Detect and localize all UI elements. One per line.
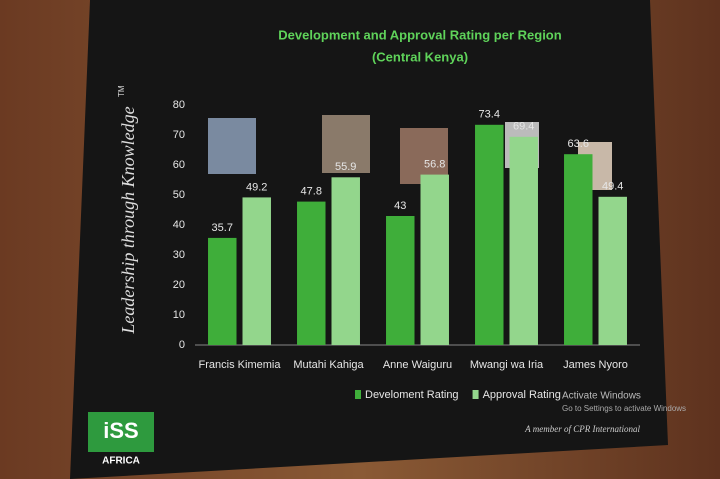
logo: iSS <box>103 418 138 443</box>
logo-sub: AFRICA <box>102 456 140 467</box>
x-tick-label: Mutahi Kahiga <box>293 359 364 371</box>
data-label: 49.4 <box>602 181 623 193</box>
tagline: Leadership through Knowledge <box>118 106 138 334</box>
bar <box>475 124 504 345</box>
y-tick-label: 40 <box>173 219 185 231</box>
bar <box>208 237 237 345</box>
trademark: TM <box>117 85 126 97</box>
y-tick-label: 0 <box>179 339 185 351</box>
y-tick-label: 60 <box>173 159 185 171</box>
data-label: 56.8 <box>424 159 445 171</box>
bar <box>509 136 538 345</box>
bar <box>420 174 449 345</box>
bar <box>297 201 326 345</box>
legend-label: Approval Rating <box>483 389 561 401</box>
data-label: 55.9 <box>335 161 356 173</box>
y-tick-label: 50 <box>173 189 185 201</box>
legend-swatch <box>355 390 361 399</box>
bar <box>598 196 627 345</box>
bar <box>242 197 271 345</box>
y-tick-label: 80 <box>173 99 185 111</box>
data-label: 49.2 <box>246 181 267 193</box>
activate-title: Activate Windows <box>562 391 641 402</box>
bar <box>386 216 415 345</box>
logo-box <box>88 412 154 452</box>
y-tick-label: 20 <box>173 279 185 291</box>
data-label: 73.4 <box>479 109 500 121</box>
x-tick-label: Mwangi wa Iria <box>470 359 544 371</box>
y-tick-label: 10 <box>173 309 185 321</box>
activate-text: Go to Settings to activate Windows <box>562 404 686 413</box>
member: A member of CPR International <box>524 424 640 434</box>
photo <box>208 118 256 174</box>
legend-label: Develoment Rating <box>365 389 459 401</box>
bar <box>331 177 360 345</box>
data-label: 47.8 <box>301 186 322 198</box>
data-label: 35.7 <box>212 222 233 234</box>
bar <box>564 154 593 345</box>
chart-title: Development and Approval Rating per Regi… <box>278 27 561 42</box>
photo <box>322 115 370 173</box>
x-tick-label: James Nyoro <box>563 359 628 371</box>
legend-swatch <box>472 390 479 399</box>
x-tick-label: Francis Kimemia <box>199 359 282 371</box>
y-tick-label: 70 <box>173 129 185 141</box>
data-label: 69.4 <box>513 121 534 133</box>
y-tick-label: 30 <box>173 249 185 261</box>
x-tick-label: Anne Waiguru <box>383 359 452 371</box>
data-label: 43 <box>394 200 406 212</box>
chart-subtitle: (Central Kenya) <box>372 49 468 64</box>
data-label: 63.6 <box>568 138 589 150</box>
